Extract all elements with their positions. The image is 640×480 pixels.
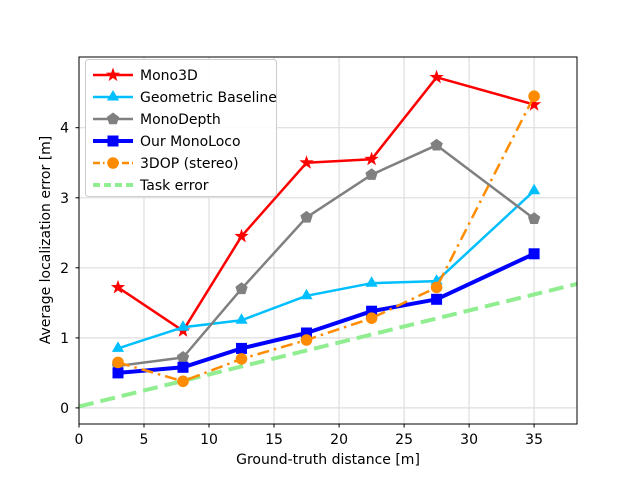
marker-mono3d: [527, 97, 542, 111]
x-tick-label: 10: [200, 432, 218, 448]
marker-monodepth: [176, 351, 190, 363]
x-tick-label: 30: [460, 432, 478, 448]
y-tick-label: 1: [60, 331, 69, 347]
marker-3dop-stereo: [365, 312, 378, 325]
marker-monodepth: [235, 282, 248, 295]
series-geometric-baseline: [111, 183, 541, 352]
series-3dop-stereo: [112, 90, 540, 388]
marker-mono3d: [429, 69, 444, 84]
legend-marker-3dop-stereo: [107, 157, 119, 169]
y-axis-label: Average localization error [m]: [38, 136, 54, 345]
x-tick-label: 35: [525, 432, 543, 448]
series-line-task-error: [78, 281, 578, 409]
marker-our-monoloco: [301, 327, 312, 339]
x-tick-label: 25: [395, 432, 413, 448]
series-task-error: [78, 281, 578, 409]
x-axis-label: Ground-truth distance [m]: [236, 452, 420, 468]
marker-our-monoloco: [236, 342, 247, 354]
marker-geometric-baseline: [300, 288, 313, 300]
legend-label-our-monoloco: Our MonoLoco: [140, 134, 241, 150]
marker-geometric-baseline: [528, 183, 541, 195]
legend-entry-task-error: Task error: [93, 178, 209, 194]
legend-label-task-error: Task error: [139, 178, 209, 194]
marker-our-monoloco: [431, 293, 443, 305]
marker-geometric-baseline: [111, 341, 125, 352]
marker-our-monoloco: [528, 248, 540, 260]
marker-3dop-stereo: [112, 356, 124, 369]
legend-box: [85, 59, 277, 197]
marker-monodepth: [300, 210, 313, 223]
legend-marker-monodepth: [106, 112, 120, 125]
legend-label-geometric-baseline: Geometric Baseline: [140, 90, 277, 106]
marker-3dop-stereo: [430, 281, 443, 294]
legend: Mono3D Geometric Baseline MonoDepth Our Mon…: [85, 59, 277, 197]
marker-mono3d: [234, 228, 249, 243]
marker-geometric-baseline: [235, 313, 248, 324]
x-tick-label: 15: [265, 432, 283, 448]
y-tick-label: 4: [60, 121, 69, 137]
marker-3dop-stereo: [300, 334, 313, 346]
series-layer: [78, 69, 578, 409]
marker-3dop-stereo: [177, 375, 189, 388]
legend-marker-mono3d: [105, 67, 121, 82]
marker-monodepth: [365, 168, 378, 180]
ticks-layer: 0 5 10 15 20 25 30 35 0 1 2 3 4: [60, 121, 543, 448]
legend-marker-geometric-baseline: [106, 90, 120, 101]
x-tick-label: 5: [140, 432, 149, 448]
y-tick-label: 0: [60, 401, 69, 417]
legend-entry-monodepth: MonoDepth: [93, 112, 221, 128]
x-tick-label: 0: [75, 432, 84, 448]
legend-label-monodepth: MonoDepth: [140, 112, 221, 128]
marker-mono3d: [299, 155, 314, 169]
marker-geometric-baseline: [365, 276, 378, 287]
legend-label-3dop-stereo: 3DOP (stereo): [140, 156, 239, 172]
marker-monodepth: [430, 138, 443, 151]
legend-entry-geometric-baseline: Geometric Baseline: [93, 90, 277, 106]
marker-our-monoloco: [177, 361, 189, 373]
marker-mono3d: [110, 279, 126, 294]
legend-entry-our-monoloco: Our MonoLoco: [93, 134, 241, 150]
marker-monodepth: [527, 212, 541, 224]
y-tick-label: 2: [60, 261, 69, 277]
y-tick-label: 3: [60, 191, 69, 207]
plot-area-border: [78, 56, 578, 425]
series-our-monoloco: [112, 248, 540, 379]
marker-mono3d: [364, 151, 379, 166]
marker-our-monoloco: [366, 305, 378, 317]
legend-marker-our-monoloco: [107, 135, 119, 147]
marker-our-monoloco: [112, 367, 124, 379]
marker-geometric-baseline: [177, 320, 190, 331]
marker-3dop-stereo: [528, 90, 540, 102]
marker-3dop-stereo: [235, 353, 248, 365]
legend-label-mono3d: Mono3D: [140, 68, 198, 84]
x-tick-label: 20: [330, 432, 348, 448]
legend-entry-mono3d: Mono3D: [93, 67, 198, 84]
legend-entry-3dop-stereo: 3DOP (stereo): [93, 156, 239, 172]
